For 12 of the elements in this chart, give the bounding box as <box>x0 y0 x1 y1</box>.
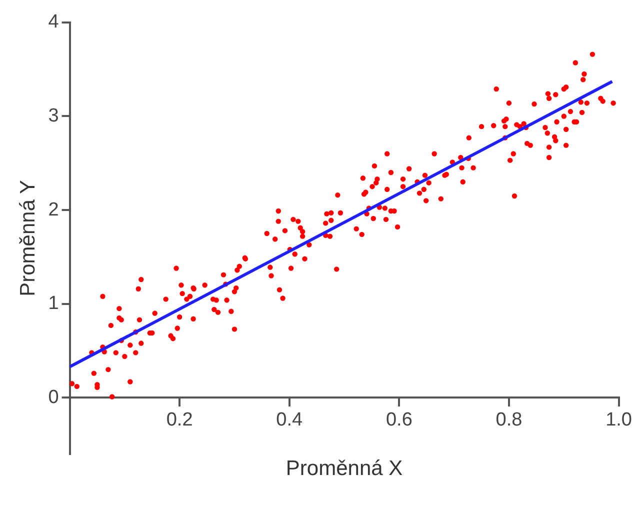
y-tick-label: 1 <box>48 293 59 314</box>
y-tick-label: 3 <box>48 105 59 126</box>
x-tick-label: 0.8 <box>496 409 522 430</box>
x-axis-title: Proměnná X <box>286 456 403 480</box>
x-tick-label: 0.4 <box>276 409 304 430</box>
y-tick-label: 2 <box>48 199 59 220</box>
x-tick-label: 1.0 <box>606 409 632 430</box>
y-tick-label: 4 <box>48 12 60 33</box>
x-tick-label: 0.6 <box>386 409 412 430</box>
y-axis-title: Proměnná Y <box>16 180 40 296</box>
x-tick-label: 0.2 <box>166 409 193 430</box>
y-tick-label: 0 <box>48 386 59 408</box>
